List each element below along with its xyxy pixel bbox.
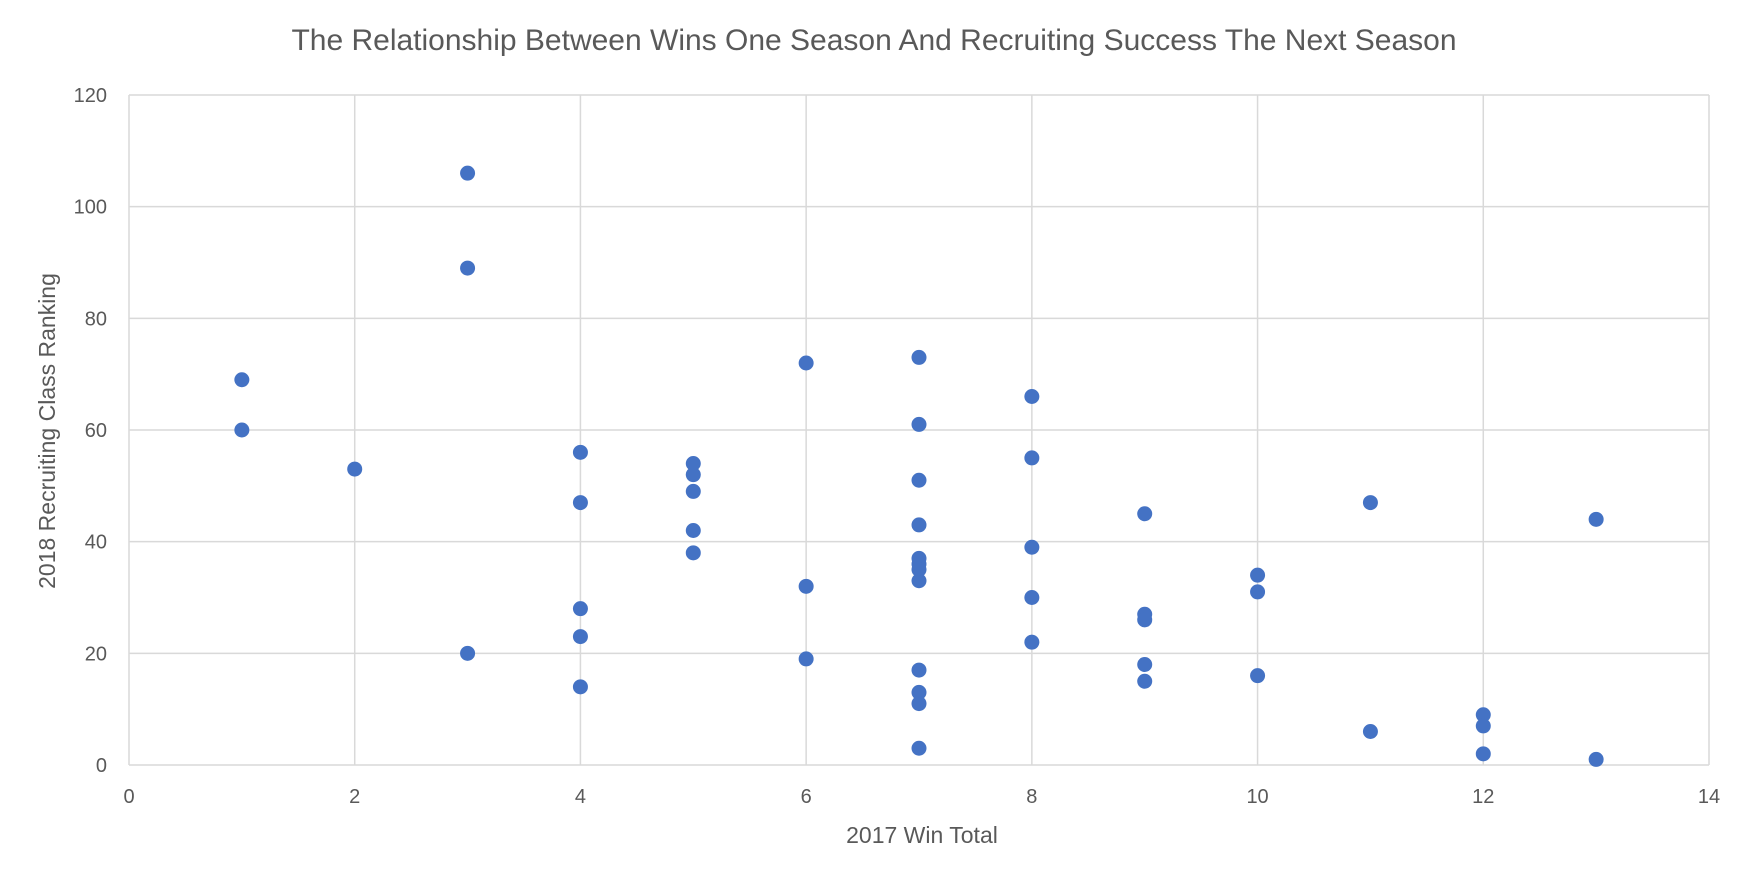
data-point — [685, 483, 701, 499]
y-tick-label: 60 — [85, 420, 107, 442]
data-point — [572, 444, 588, 460]
y-tick-label: 120 — [74, 85, 107, 107]
data-point — [1250, 668, 1266, 684]
data-point — [911, 562, 927, 578]
data-point — [1475, 707, 1491, 723]
data-point — [911, 472, 927, 488]
data-point — [911, 662, 927, 678]
data-point — [911, 349, 927, 365]
data-point — [1024, 634, 1040, 650]
data-point — [1024, 389, 1040, 404]
data-point — [1024, 539, 1040, 555]
data-point — [572, 601, 588, 617]
data-point — [798, 355, 814, 371]
data-point — [685, 523, 701, 538]
y-tick-label: 80 — [85, 308, 107, 330]
data-point — [460, 645, 476, 661]
data-point — [1475, 746, 1491, 762]
data-point — [685, 456, 701, 471]
data-point — [911, 740, 927, 756]
y-tick-label: 0 — [96, 755, 107, 777]
data-point — [572, 495, 588, 511]
data-point — [1137, 657, 1153, 672]
gridlines — [128, 94, 1710, 766]
y-axis-title: 2018 Recruiting Class Ranking — [34, 273, 60, 589]
data-point — [1588, 751, 1604, 767]
data-point — [460, 260, 476, 276]
data-point — [1024, 450, 1040, 466]
data-point — [234, 372, 250, 388]
x-axis-title: 2017 Win Total — [846, 822, 998, 848]
tick-labels: 0 20 40 60 80 100 120 0 2 4 6 8 10 12 14 — [74, 85, 1721, 808]
data-point — [911, 696, 927, 712]
data-point — [460, 165, 476, 181]
data-point — [911, 416, 927, 432]
y-tick-label: 40 — [85, 532, 107, 554]
data-point — [347, 461, 363, 477]
data-point — [911, 573, 927, 589]
x-tick-label: 8 — [1026, 786, 1037, 808]
data-point — [234, 422, 250, 438]
data-point — [1250, 567, 1266, 583]
data-point — [798, 651, 814, 667]
data-point — [572, 629, 588, 645]
chart-title: The Relationship Between Wins One Season… — [291, 24, 1456, 57]
data-point — [685, 467, 701, 483]
data-point — [911, 517, 927, 533]
data-point — [1137, 612, 1153, 628]
data-point — [685, 545, 701, 561]
data-points — [234, 165, 1604, 767]
data-point — [1137, 506, 1153, 522]
x-tick-label: 0 — [123, 786, 134, 808]
x-tick-label: 10 — [1246, 786, 1268, 808]
x-tick-label: 14 — [1698, 786, 1720, 808]
data-point — [572, 679, 588, 695]
y-tick-label: 100 — [74, 197, 107, 219]
x-tick-label: 6 — [801, 786, 812, 808]
data-point — [1250, 584, 1266, 600]
x-tick-label: 2 — [349, 786, 360, 808]
data-point — [1137, 673, 1153, 689]
data-point — [798, 578, 814, 594]
data-point — [911, 684, 927, 700]
data-point — [1475, 718, 1491, 734]
data-point — [1588, 511, 1604, 527]
x-tick-label: 12 — [1472, 786, 1494, 808]
x-tick-label: 4 — [575, 786, 586, 808]
data-point — [1362, 495, 1378, 511]
data-point — [1024, 590, 1040, 605]
y-tick-label: 20 — [85, 643, 107, 665]
data-point — [1362, 724, 1378, 739]
